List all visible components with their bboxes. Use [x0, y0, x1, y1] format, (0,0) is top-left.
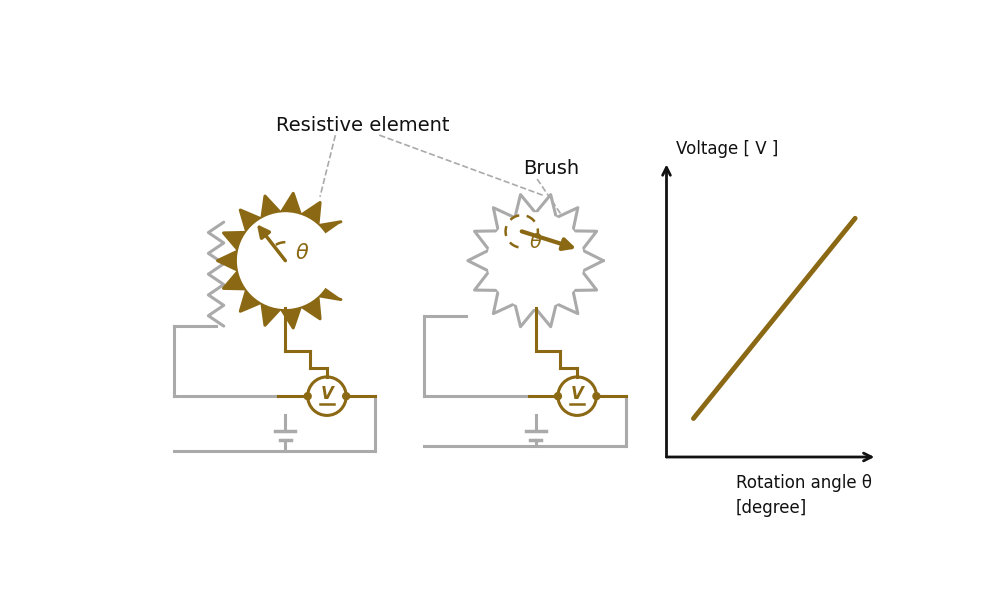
Text: Voltage [ V ]: Voltage [ V ] [676, 140, 778, 158]
Polygon shape [218, 193, 341, 328]
Text: [degree]: [degree] [736, 499, 807, 517]
Circle shape [343, 393, 350, 400]
Polygon shape [468, 194, 603, 327]
Text: θ: θ [530, 233, 542, 253]
Text: V: V [571, 385, 584, 403]
Text: θ: θ [296, 243, 309, 263]
Text: Rotation angle θ: Rotation angle θ [736, 474, 872, 492]
Circle shape [238, 213, 333, 308]
Circle shape [554, 393, 561, 400]
Text: Resistive element: Resistive element [276, 116, 449, 136]
Circle shape [593, 393, 600, 400]
Circle shape [304, 393, 311, 400]
Text: Brush: Brush [523, 159, 579, 178]
Text: V: V [320, 385, 333, 403]
Circle shape [488, 213, 583, 308]
